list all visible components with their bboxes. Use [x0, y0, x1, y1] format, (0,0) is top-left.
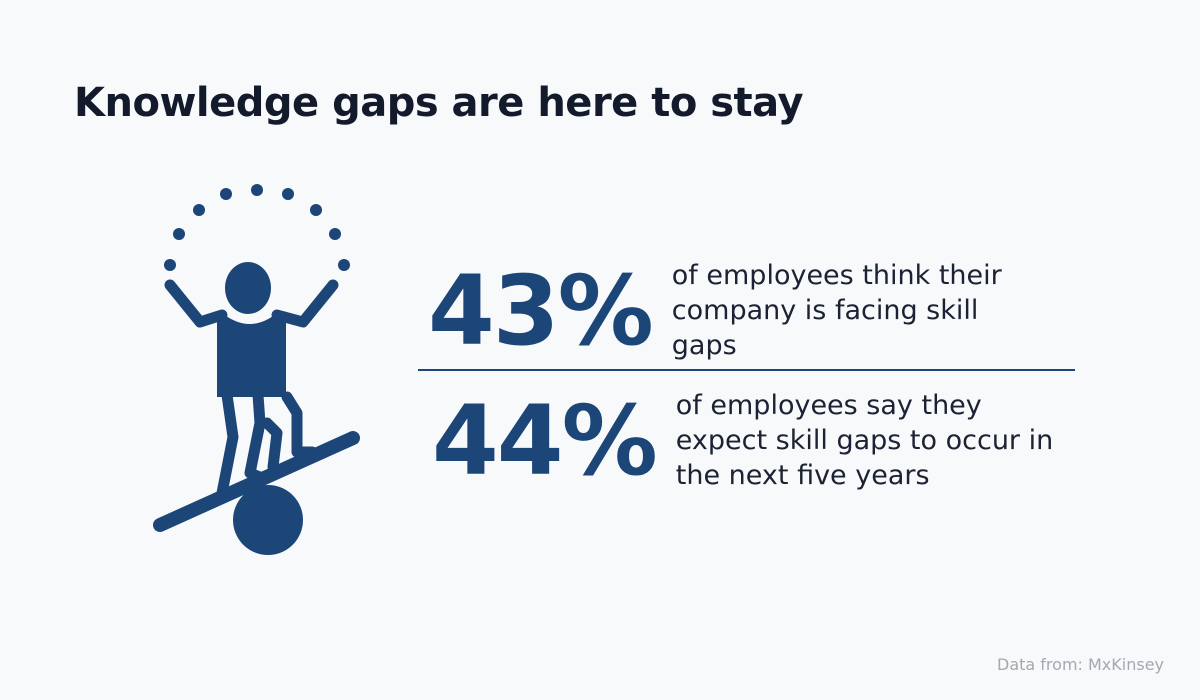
- stat-value: 43%: [428, 254, 654, 367]
- juggler-balancing-icon: [153, 184, 360, 555]
- stat-description: of employees think their company is faci…: [671, 260, 1002, 361]
- divider: [418, 369, 1075, 371]
- stat-value: 44%: [432, 384, 658, 497]
- stat-description: of employees say they expect skill gaps …: [675, 390, 1054, 491]
- stat-44-percent: 44% of employees say they expect skill g…: [432, 388, 1076, 493]
- page-title: Knowledge gaps are here to stay: [74, 80, 804, 126]
- source-note: Data from: MxKinsey: [997, 655, 1164, 674]
- stat-43-percent: 43% of employees think their company is …: [428, 258, 1052, 363]
